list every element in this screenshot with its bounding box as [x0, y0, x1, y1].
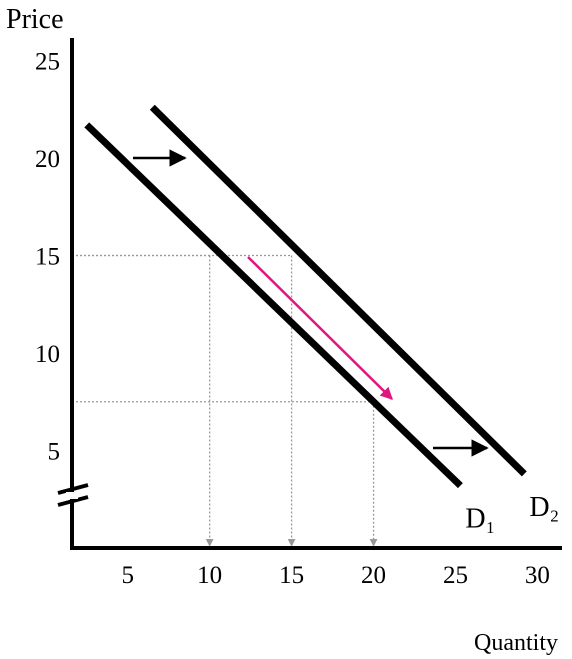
x-tick-label: 30 [525, 562, 550, 589]
x-tick-label: 25 [443, 562, 468, 589]
movement-arrow [247, 256, 393, 400]
y-tick-label: 25 [35, 49, 60, 76]
x-tick-label: 20 [361, 562, 386, 589]
axis-break [57, 495, 89, 507]
axis-break-gap [66, 492, 78, 499]
x-tick-label: 5 [121, 562, 134, 589]
axis-break [57, 483, 89, 495]
demand-line [149, 104, 527, 477]
series-label: D₁ [465, 504, 495, 535]
y-tick-label: 10 [35, 341, 60, 368]
series-label: D₂ [529, 492, 559, 523]
y-tick-label: 5 [48, 439, 61, 466]
y-tick-label: 15 [35, 244, 60, 271]
y-tick-label: 20 [35, 146, 60, 173]
x-axis-label: Quantity [474, 630, 558, 656]
x-tick-label: 10 [197, 562, 222, 589]
y-axis-label: Price [6, 4, 64, 35]
demand-line [84, 122, 463, 489]
x-tick-label: 15 [279, 562, 304, 589]
